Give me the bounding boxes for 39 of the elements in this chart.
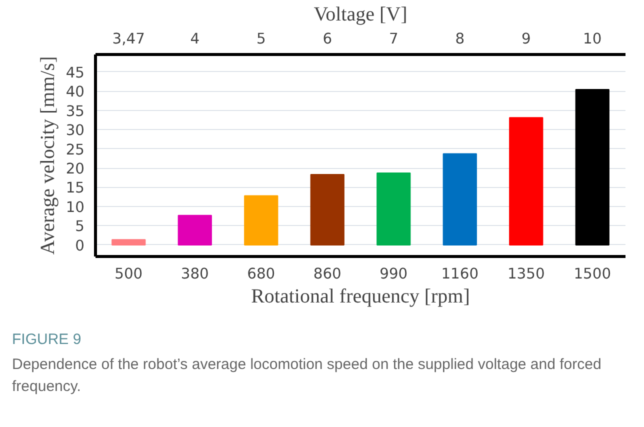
y-tick-label: 45 xyxy=(66,64,85,82)
x-tick-label: 860 xyxy=(313,266,342,282)
text: 6 xyxy=(322,30,332,48)
y-tick-label: 25 xyxy=(66,141,85,158)
y-tick-label: 15 xyxy=(66,180,85,197)
text: 3,47 xyxy=(112,30,145,48)
y-tick-label: 10 xyxy=(66,198,85,216)
text: 7 xyxy=(388,30,398,48)
y-tick-label: 0 xyxy=(75,237,85,254)
x-tick-label: 500 xyxy=(114,266,143,282)
bar xyxy=(575,89,610,246)
x-tick-label: 1500 xyxy=(574,266,612,282)
x-tick-label: 1350 xyxy=(507,266,545,282)
text: Dependence of the robot’s average locomotion speed on the supplied voltage and forced frequency. xyxy=(12,355,602,397)
bar xyxy=(376,172,411,246)
text: 10 xyxy=(583,30,602,48)
x-tick-label: 680 xyxy=(247,266,276,282)
y-tick-label: 5 xyxy=(75,218,85,236)
bar xyxy=(442,153,477,246)
text: 4 xyxy=(190,30,200,48)
text: 9 xyxy=(521,30,531,48)
y-tick-label: 35 xyxy=(66,102,85,120)
bar xyxy=(509,117,544,246)
bar xyxy=(310,174,344,246)
bar xyxy=(112,239,146,246)
x2-axis-title: Voltage [V] xyxy=(314,4,408,26)
text: 5 xyxy=(256,30,266,48)
y-tick-label: 40 xyxy=(66,84,85,101)
text: 8 xyxy=(455,30,465,48)
x-tick-label: 1160 xyxy=(441,266,479,282)
bar xyxy=(178,214,212,246)
y-tick-label: 20 xyxy=(66,160,85,178)
y-axis-title: Average velocity [mm/s] xyxy=(36,56,59,255)
caption: FIGURE 9 xyxy=(12,330,82,350)
x-tick-label: 380 xyxy=(180,266,209,282)
bar xyxy=(244,195,278,246)
x-tick-label: 990 xyxy=(380,266,408,282)
y-tick-label: 30 xyxy=(66,122,85,140)
x-axis-title: Rotational frequency [rpm] xyxy=(251,286,470,308)
